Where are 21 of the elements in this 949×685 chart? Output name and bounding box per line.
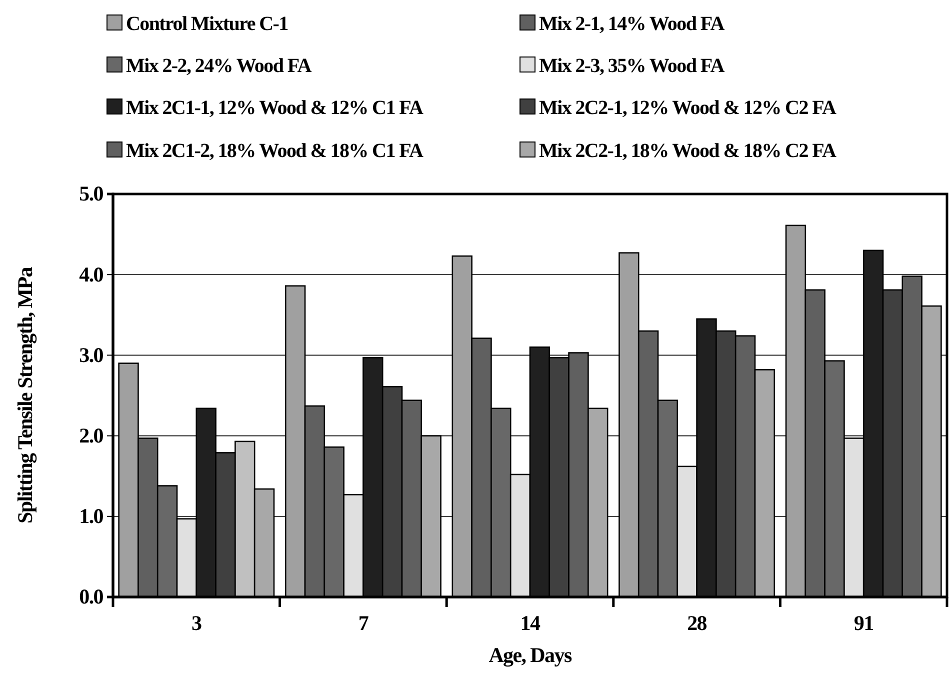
y-tick-label: 1.0 (79, 504, 104, 528)
legend-label: Mix 2C1-2, 18% Wood & 18% C1 FA (126, 140, 424, 162)
y-tick-label: 0.0 (79, 584, 104, 609)
legend-label: Mix 2C2-1, 18% Wood & 18% C2 FA (539, 140, 838, 162)
legend-label: Mix 2-2, 24% Wood FA (126, 55, 312, 77)
legend-label: Mix 2-3, 35% Wood FA (539, 55, 726, 77)
x-tick-label: 91 (854, 610, 874, 635)
legend-label: Control Mixture C-1 (126, 13, 288, 35)
y-tick-label: 3.0 (79, 342, 104, 367)
x-tick-label: 28 (687, 610, 707, 635)
y-axis-title: Splitting Tensile Strength, MPa (13, 266, 37, 524)
x-tick-label: 7 (358, 610, 368, 635)
y-tick-label: 4.0 (79, 262, 104, 286)
legend-label: Mix 2C2-1, 12% Wood & 12% C2 FA (539, 97, 838, 119)
legend-label: Mix 2C1-1, 12% Wood & 12% C1 FA (126, 97, 424, 119)
x-tick-label: 14 (520, 610, 541, 635)
y-tick-label: 5.0 (79, 182, 104, 206)
x-tick-label: 3 (192, 610, 202, 635)
x-axis-title: Age, Days (488, 643, 572, 667)
legend-label: Mix 2-1, 14% Wood FA (539, 13, 726, 35)
y-tick-label: 2.0 (79, 424, 104, 448)
